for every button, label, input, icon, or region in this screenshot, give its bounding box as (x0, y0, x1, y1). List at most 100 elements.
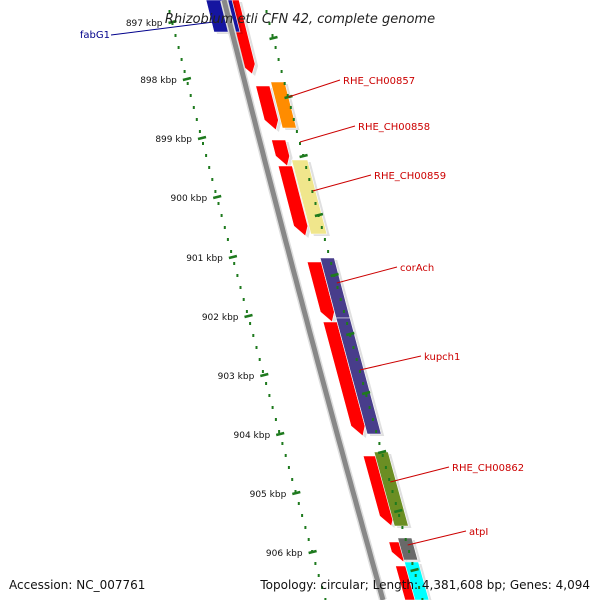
tick-dot-left (284, 454, 287, 457)
tick-dot-right (401, 526, 404, 529)
tick-dot-left (321, 586, 324, 589)
tick-dot-left (258, 358, 261, 361)
tick-dot-right (368, 406, 371, 409)
gene-label: fabG1 (80, 30, 110, 41)
tick-dot-left (198, 130, 201, 133)
tick-mark (212, 194, 222, 200)
tick-dot-right (398, 514, 401, 517)
tick-dot-right (394, 502, 397, 505)
tick-label: 901 kbp (186, 254, 223, 264)
tick-dot-left (220, 214, 223, 217)
tick-label: 905 kbp (250, 490, 287, 500)
tick-dot-left (211, 178, 214, 181)
tick-dot-right (283, 82, 286, 85)
tick-label: 900 kbp (171, 194, 208, 204)
gene-label: RHE_CH00862 (452, 463, 524, 474)
tick-dot-left (174, 34, 177, 37)
tick-dot-right (391, 490, 394, 493)
tick-mark-right (410, 567, 419, 573)
tick-mark (275, 431, 285, 437)
tick-label: 906 kbp (266, 549, 303, 559)
tick-mark-right (345, 331, 355, 337)
tick-mark-right (314, 212, 324, 218)
tick-dot-right (342, 310, 345, 313)
feature-tracks (205, 0, 432, 600)
gene-labels: fabG1 RHE_CH00857 RHE_CH00858 RHE_CH00859co… (80, 21, 524, 546)
tick-dot-left (205, 154, 208, 157)
topology-text: Topology: circular; Length: 4,381,608 bp… (260, 578, 590, 592)
tick-dot-left (268, 394, 271, 397)
tick-dot-left (297, 502, 300, 505)
cds-arrow (277, 165, 309, 237)
tick-dot-left (226, 238, 229, 241)
tick-label: 897 kbp (126, 19, 163, 29)
tick-mark-right (299, 153, 308, 159)
tick-dot-right (381, 454, 384, 457)
tick-dot-right (327, 250, 330, 253)
tick-dot-left (304, 526, 307, 529)
tick-dot-left (177, 46, 180, 49)
gene-label: kupch1 (424, 352, 460, 363)
tick-dot-left (208, 166, 211, 169)
tick-dot-right (292, 118, 295, 121)
tick-mark (259, 372, 269, 378)
tick-dot-left (261, 370, 264, 373)
leader-line (312, 174, 372, 192)
tick-dot-left (202, 142, 204, 145)
tick-dot-right (323, 238, 326, 241)
tick-label: 903 kbp (218, 372, 255, 382)
tick-dot-right (388, 478, 391, 481)
cds-arrow (255, 85, 279, 131)
tick-dot-right (311, 190, 314, 193)
tick-dot-right (265, 10, 268, 13)
tick-mark-right (377, 449, 387, 455)
tick-dot-right (346, 322, 349, 325)
gene-label: atpI (469, 527, 488, 538)
tick-label: 899 kbp (155, 135, 192, 145)
tick-dot-right (408, 550, 411, 553)
tick-dot-left (168, 10, 171, 13)
tick-dot-left (294, 490, 297, 493)
tick-dot-right (414, 574, 417, 577)
gene-label: RHE_CH00858 (358, 122, 430, 133)
tick-dot-right (418, 586, 421, 589)
tick-mark (182, 76, 192, 82)
accession-text: Accession: NC_007761 (9, 578, 146, 592)
leader-line (336, 266, 398, 284)
tick-dot-left (171, 22, 174, 25)
tick-dot-right (384, 466, 387, 469)
tick-dot-left (186, 82, 189, 85)
tick-dot-right (268, 22, 271, 25)
gene-feature-next (404, 561, 430, 600)
tick-mark (244, 313, 253, 319)
tick-dot-left (183, 70, 186, 73)
tick-mark (168, 19, 177, 25)
gene-feature-kupch1 (335, 317, 382, 435)
tick-dot-left (301, 514, 304, 517)
tick-dot-left (189, 94, 192, 97)
tick-label: 898 kbp (140, 76, 177, 86)
gene-label: corAch (400, 263, 434, 274)
gene-feature-RHE_CH00857 (270, 81, 297, 129)
tick-dot-right (362, 382, 365, 385)
map-title: Rhizobium etli CFN 42, complete genome (165, 12, 435, 27)
cds-arrow (322, 321, 366, 437)
tick-dot-right (349, 334, 352, 337)
tick-dot-right (371, 418, 374, 421)
tick-mark-right (393, 508, 403, 514)
tick-dot-right (295, 130, 298, 133)
tick-dot-left (195, 118, 198, 121)
tick-dot-right (421, 598, 424, 600)
tick-label: 902 kbp (202, 313, 239, 323)
tick-mark (228, 254, 238, 260)
leader-line (288, 79, 341, 98)
tick-dot-right (320, 226, 323, 229)
tick-mark-right (269, 35, 278, 41)
leader-line (110, 21, 214, 36)
tick-dot-left (271, 406, 274, 409)
tick-dot-right (358, 370, 361, 373)
tick-dot-right (277, 58, 280, 61)
tick-dot-left (230, 250, 233, 253)
leader-line (407, 530, 467, 546)
